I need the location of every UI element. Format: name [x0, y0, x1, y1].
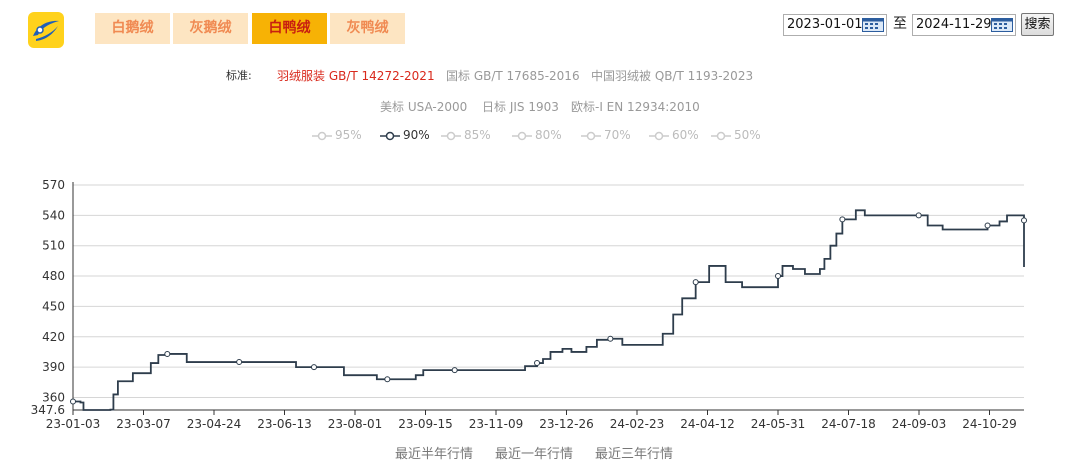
data-point-marker	[984, 222, 991, 229]
legend-label: 85%	[464, 128, 491, 142]
data-point-marker	[1021, 217, 1027, 224]
legend-item-50[interactable]: 50%	[711, 128, 761, 142]
data-point-marker	[384, 376, 391, 383]
standard-qbt-1193[interactable]: 中国羽绒被 QB/T 1193-2023	[591, 69, 754, 83]
start-date-value: 2023-01-01	[787, 17, 863, 32]
tab-white-goose-down[interactable]: 白鹅绒	[95, 13, 170, 44]
range-link-three-years[interactable]: 最近三年行情	[595, 447, 674, 462]
legend-item-70[interactable]: 70%	[581, 128, 631, 142]
x-tick-label: 24-02-23	[610, 417, 664, 431]
start-date-input[interactable]: 2023-01-01	[783, 14, 887, 36]
legend-label: 60%	[672, 128, 699, 142]
range-link-half-year[interactable]: 最近半年行情	[395, 447, 474, 462]
data-point-marker	[692, 279, 699, 286]
legend-marker-icon	[380, 131, 400, 140]
legend-marker-icon	[581, 131, 601, 140]
data-point-marker	[839, 216, 846, 223]
x-tick-label: 24-07-18	[821, 417, 875, 431]
x-tick-label: 24-05-31	[751, 417, 805, 431]
date-separator: 至	[893, 16, 907, 32]
x-tick-label: 24-04-12	[680, 417, 734, 431]
standard-gbt-17685[interactable]: 国标 GB/T 17685-2016	[446, 69, 580, 83]
end-date-input[interactable]: 2024-11-29	[912, 14, 1016, 36]
x-tick-label: 23-03-07	[116, 417, 170, 431]
legend-item-85[interactable]: 85%	[441, 128, 491, 142]
calendar-icon[interactable]	[991, 18, 1013, 32]
legend-label: 70%	[604, 128, 631, 142]
standard-label: 标准:	[226, 69, 252, 82]
data-point-marker	[164, 350, 171, 357]
legend-label: 50%	[734, 128, 761, 142]
y-tick-label: 420	[42, 330, 65, 344]
legend-item-95[interactable]: 95%	[312, 128, 362, 142]
series-line-90	[73, 209, 1025, 411]
data-point-marker	[310, 364, 317, 371]
legend-label: 90%	[403, 128, 430, 142]
x-tick-label: 24-10-29	[962, 417, 1016, 431]
x-tick-label: 23-11-09	[469, 417, 523, 431]
y-tick-label: 347.6	[31, 403, 65, 417]
x-tick-label: 23-12-26	[539, 417, 593, 431]
legend-marker-icon	[441, 131, 461, 140]
x-tick-label: 23-08-01	[328, 417, 382, 431]
legend-marker-icon	[312, 131, 332, 140]
x-tick-label: 24-09-03	[892, 417, 946, 431]
brand-logo	[28, 12, 64, 48]
standard-gbt-14272[interactable]: 羽绒服装 GB/T 14272-2021	[277, 69, 435, 83]
x-tick-label: 23-01-03	[46, 417, 100, 431]
legend-marker-icon	[649, 131, 669, 140]
x-tick-label: 23-06-13	[257, 417, 311, 431]
tab-white-duck-down[interactable]: 白鸭绒	[252, 13, 327, 44]
y-tick-label: 450	[42, 299, 65, 313]
x-tick-label: 23-04-24	[187, 417, 241, 431]
standard-jis-1903[interactable]: 日标 JIS 1903	[482, 100, 559, 114]
range-link-one-year[interactable]: 最近一年行情	[495, 447, 574, 462]
standard-en-12934[interactable]: 欧标-I EN 12934:2010	[571, 100, 700, 114]
data-point-marker	[534, 360, 541, 367]
legend-item-80[interactable]: 80%	[512, 128, 562, 142]
data-point-marker	[915, 212, 922, 219]
calendar-icon[interactable]	[862, 18, 884, 32]
y-tick-label: 570	[42, 178, 65, 192]
legend-label: 80%	[535, 128, 562, 142]
tab-gray-duck-down[interactable]: 灰鸭绒	[330, 13, 405, 44]
y-tick-label: 480	[42, 269, 65, 283]
data-point-marker	[775, 273, 781, 280]
y-tick-label: 510	[42, 239, 65, 253]
legend-marker-icon	[711, 131, 731, 140]
standard-usa-2000[interactable]: 美标 USA-2000	[380, 100, 468, 114]
tab-gray-goose-down[interactable]: 灰鹅绒	[173, 13, 248, 44]
end-date-value: 2024-11-29	[916, 17, 992, 32]
search-button[interactable]: 搜索	[1021, 13, 1054, 36]
data-point-marker	[451, 367, 458, 374]
data-point-marker	[70, 398, 76, 405]
legend-item-90[interactable]: 90%	[380, 128, 430, 142]
y-tick-label: 360	[42, 390, 65, 404]
data-point-marker	[236, 359, 243, 366]
legend-marker-icon	[512, 131, 532, 140]
y-tick-label: 540	[42, 208, 65, 222]
data-point-marker	[607, 335, 614, 342]
legend-label: 95%	[335, 128, 362, 142]
x-tick-label: 23-09-15	[398, 417, 452, 431]
legend-item-60[interactable]: 60%	[649, 128, 699, 142]
y-tick-label: 390	[42, 360, 65, 374]
